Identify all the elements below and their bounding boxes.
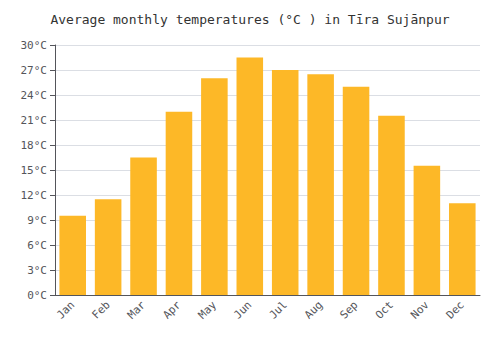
svg-text:Average monthly temperatures (: Average monthly temperatures (°C ) in Tī… [50, 12, 449, 27]
svg-text:18°C: 18°C [21, 139, 48, 152]
svg-text:3°C: 3°C [27, 264, 47, 277]
svg-text:Jul: Jul [267, 298, 290, 321]
svg-text:12°C: 12°C [21, 189, 48, 202]
svg-text:Feb: Feb [89, 298, 112, 321]
svg-text:Mar: Mar [125, 298, 148, 321]
svg-text:Aug: Aug [302, 298, 325, 321]
svg-text:30°C: 30°C [21, 39, 48, 52]
svg-text:15°C: 15°C [21, 164, 48, 177]
svg-text:May: May [196, 298, 219, 321]
svg-text:6°C: 6°C [27, 239, 47, 252]
svg-text:Apr: Apr [160, 298, 183, 321]
svg-text:Sep: Sep [337, 298, 360, 321]
svg-text:21°C: 21°C [21, 114, 48, 127]
svg-text:9°C: 9°C [27, 214, 47, 227]
svg-text:Jun: Jun [231, 298, 254, 321]
svg-text:Dec: Dec [444, 298, 467, 321]
svg-text:Oct: Oct [373, 298, 396, 321]
svg-text:Nov: Nov [408, 298, 431, 321]
svg-text:0°C: 0°C [27, 289, 47, 302]
svg-text:24°C: 24°C [21, 89, 48, 102]
svg-text:27°C: 27°C [21, 64, 48, 77]
svg-text:Jan: Jan [54, 298, 77, 321]
